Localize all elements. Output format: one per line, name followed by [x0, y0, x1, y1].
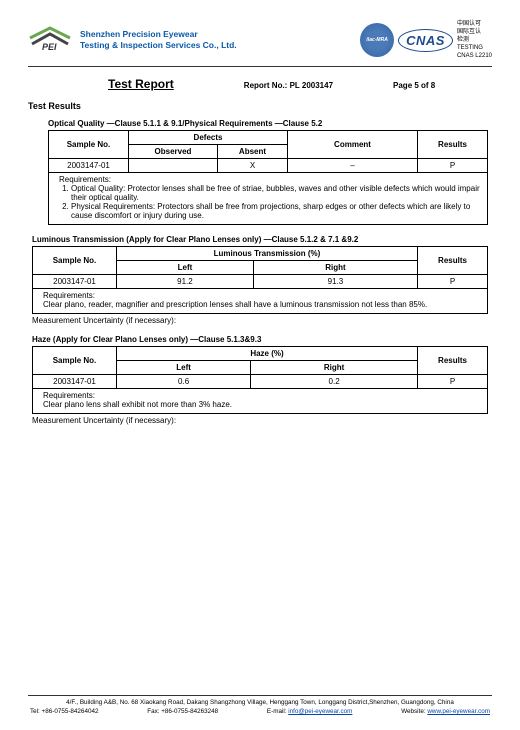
haze-heading: Haze (Apply for Clear Plano Lenses only)…	[32, 335, 492, 344]
th-sample: Sample No.	[33, 347, 117, 375]
table-row: 2003147-01 91.2 91.3 P	[33, 275, 488, 289]
req-text: Clear plano, reader, magnifier and presc…	[43, 300, 481, 309]
page-header: PEI Shenzhen Precision Eyewear Testing &…	[28, 20, 492, 67]
footer-web-label: Website:	[401, 708, 425, 715]
cell-observed	[129, 159, 218, 173]
page-number: Page 5 of 8	[393, 81, 435, 90]
req-item: Physical Requirements: Protectors shall …	[71, 202, 481, 220]
th-left: Left	[117, 361, 251, 375]
company-name: Shenzhen Precision Eyewear Testing & Ins…	[80, 29, 360, 51]
pei-logo: PEI	[28, 22, 76, 58]
table-row: 2003147-01 X – P	[49, 159, 488, 173]
svg-text:PEI: PEI	[42, 42, 57, 52]
th-comment: Comment	[288, 131, 418, 159]
cell-result: P	[418, 159, 488, 173]
requirements-row: Requirements: Optical Quality: Protector…	[49, 173, 488, 225]
footer-address: 4/F., Building A&B, No. 68 Xiaokang Road…	[28, 698, 492, 707]
th-sample: Sample No.	[33, 247, 117, 275]
measurement-uncertainty: Measurement Uncertainty (if necessary):	[32, 416, 492, 425]
cn-line: 检测	[457, 36, 492, 44]
footer-tel: Tel: +86-0755-84264042	[30, 707, 98, 716]
cnas-text: CNAS	[406, 33, 445, 48]
cell-left: 0.6	[117, 375, 251, 389]
report-title: Test Report	[108, 77, 174, 91]
th-absent: Absent	[217, 145, 287, 159]
req-label: Requirements:	[43, 291, 481, 300]
th-lum: Luminous Transmission (%)	[117, 247, 418, 261]
cell-right: 91.3	[253, 275, 417, 289]
req-item: Optical Quality: Protector lenses shall …	[71, 184, 481, 202]
footer-email-link[interactable]: info@pei-eyewear.com	[288, 708, 352, 715]
th-results: Results	[418, 247, 488, 275]
ilac-text: ilac-MRA	[366, 37, 387, 43]
footer-email-label: E-mail:	[267, 708, 287, 715]
optical-quality-table: Sample No. Defects Comment Results Obser…	[48, 130, 488, 225]
luminous-table: Sample No. Luminous Transmission (%) Res…	[32, 246, 488, 314]
cell-right: 0.2	[251, 375, 418, 389]
company-line2: Testing & Inspection Services Co., Ltd.	[80, 40, 360, 51]
cn-line: TESTING	[457, 44, 492, 52]
th-sample: Sample No.	[49, 131, 129, 159]
cell-left: 91.2	[117, 275, 254, 289]
req-list: Optical Quality: Protector lenses shall …	[59, 184, 481, 220]
req-text: Clear plano lens shall exhibit not more …	[43, 400, 481, 409]
req-label: Requirements:	[59, 175, 481, 184]
th-defects: Defects	[129, 131, 288, 145]
footer-contacts: Tel: +86-0755-84264042 Fax: +86-0755-842…	[28, 707, 492, 716]
cell-result: P	[418, 275, 488, 289]
cnas-sidetext: 中国认可 国际互认 检测 TESTING CNAS L2210	[457, 20, 492, 60]
optical-quality-heading: Optical Quality —Clause 5.1.1 & 9.1/Phys…	[48, 119, 492, 128]
cell-result: P	[418, 375, 488, 389]
haze-table: Sample No. Haze (%) Results Left Right 2…	[32, 346, 488, 414]
measurement-uncertainty: Measurement Uncertainty (if necessary):	[32, 316, 492, 325]
th-results: Results	[418, 347, 488, 375]
requirements-row: Requirements: Clear plano lens shall exh…	[33, 389, 488, 414]
th-right: Right	[253, 261, 417, 275]
cell-comment: –	[288, 159, 418, 173]
requirements-row: Requirements: Clear plano, reader, magni…	[33, 289, 488, 314]
cn-line: 国际互认	[457, 28, 492, 36]
test-results-heading: Test Results	[28, 101, 492, 111]
page-footer: 4/F., Building A&B, No. 68 Xiaokang Road…	[28, 695, 492, 716]
th-observed: Observed	[129, 145, 218, 159]
cn-line: 中国认可	[457, 20, 492, 28]
footer-website-link[interactable]: www.pei-eyewear.com	[427, 708, 490, 715]
th-results: Results	[418, 131, 488, 159]
cell-absent: X	[217, 159, 287, 173]
cell-sample: 2003147-01	[33, 275, 117, 289]
cn-line: CNAS L2210	[457, 52, 492, 60]
cell-sample: 2003147-01	[49, 159, 129, 173]
th-right: Right	[251, 361, 418, 375]
ilac-logo: ilac-MRA	[360, 23, 394, 57]
th-left: Left	[117, 261, 254, 275]
table-row: 2003147-01 0.6 0.2 P	[33, 375, 488, 389]
footer-web-wrap: Website: www.pei-eyewear.com	[401, 707, 490, 716]
title-row: Test Report Report No.: PL 2003147 Page …	[28, 77, 492, 91]
cell-sample: 2003147-01	[33, 375, 117, 389]
footer-fax: Fax: +86-0755-84263248	[147, 707, 218, 716]
th-haze: Haze (%)	[117, 347, 418, 361]
footer-email-wrap: E-mail: info@pei-eyewear.com	[267, 707, 353, 716]
report-number: Report No.: PL 2003147	[244, 81, 333, 90]
req-label: Requirements:	[43, 391, 481, 400]
company-line1: Shenzhen Precision Eyewear	[80, 29, 360, 40]
luminous-heading: Luminous Transmission (Apply for Clear P…	[32, 235, 492, 244]
cnas-logo: CNAS	[398, 29, 453, 52]
